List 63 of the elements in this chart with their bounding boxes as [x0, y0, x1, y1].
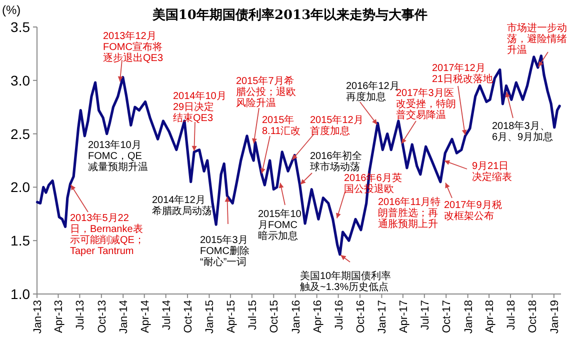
x-tick-label: Oct-18	[527, 300, 540, 334]
annotation: 2017年9月税改框架公布	[444, 182, 502, 222]
y-tick-label: 2.0	[10, 179, 30, 196]
x-tick-label: Apr-14	[139, 300, 152, 334]
y-tick-label: 3.5	[10, 19, 30, 35]
annotation: 2013年12月FOMC宣布将逐步退出QE3	[103, 31, 164, 82]
x-tick-label: Oct-13	[96, 300, 108, 334]
x-tick-label: Jul-18	[506, 300, 518, 330]
annotation: 9月21日决定缩表	[444, 160, 512, 183]
annotation: 2014年10月29日决定结束QE3	[173, 91, 226, 152]
x-tick-label: Jan-15	[204, 300, 216, 334]
x-tick-label: Jan-13	[32, 300, 44, 334]
x-tick-label: Apr-18	[484, 300, 496, 334]
annotation: 2015年8.11汇改	[260, 115, 301, 174]
annotation: 9月21日决定缩表	[472, 161, 512, 183]
annotation: 市场进一步动荡，避险情绪升温	[507, 22, 567, 56]
annotation: 2013年5月22日，Bernanke表示可能削减QE；Taper Tantrum	[70, 184, 144, 257]
annotation: 2013年12月FOMC宣布将逐步退出QE3	[103, 30, 164, 64]
annotation: 美国10年期国债利率触及~1.3%历史低点	[300, 254, 392, 293]
y-tick-label: 1.0	[10, 286, 30, 302]
x-tick-label: Jan-14	[118, 300, 130, 334]
x-tick-label: Apr-13	[53, 300, 66, 334]
x-tick-label: Jan-17	[376, 300, 389, 334]
x-tick-label: Jul-17	[419, 300, 432, 330]
y-tick-label: 3.0	[10, 72, 30, 88]
x-tick-label: Apr-17	[398, 300, 410, 334]
x-tick-label: Jul-15	[246, 300, 259, 330]
annotation: 2013年5月22日，Bernanke表示可能削减QE；Taper Tantrum	[70, 212, 144, 257]
x-tick-label: Jan-16	[290, 300, 302, 334]
y-tick-label: 1.5	[10, 232, 30, 249]
annotation: 2014年10月29日决定结束QE3	[173, 90, 226, 124]
x-tick-label: Oct-17	[441, 300, 454, 334]
x-tick-label: Jul-14	[160, 300, 173, 330]
annotation: 2013年10月FOMC，QE减量预期升温	[88, 140, 148, 173]
x-tick-label: Jan-19	[548, 300, 561, 334]
annotation: 2017年3月医改受挫，特朗普交易降温	[396, 87, 456, 121]
x-tick-label: Oct-16	[354, 300, 367, 334]
y-axis-title: (%)	[2, 3, 21, 17]
annotation: 2017年3月医改受挫，特朗普交易降温	[396, 88, 456, 144]
x-tick-label: Oct-15	[268, 300, 281, 334]
annotation: 2015年8.11汇改	[262, 114, 301, 137]
x-tick-label: Oct-14	[182, 300, 195, 334]
annotation: 2016年11月特朗普胜选；再通胀预期上升	[378, 197, 441, 230]
x-tick-label: Apr-16	[312, 300, 324, 334]
annotation: 2015年3月FOMC删除“耐心”一词	[200, 234, 250, 268]
annotation: 2015年10月FOMC暗示加息	[258, 182, 302, 242]
x-tick-label: Jul-16	[333, 300, 346, 330]
annotation: 2018年3月、6月、9月加息	[492, 120, 554, 143]
annotation: 2015年10月FOMC暗示加息	[258, 208, 302, 242]
annotation: 2014年12月希腊政局动荡	[152, 195, 212, 217]
x-tick-label: Jan-18	[462, 300, 475, 334]
annotation: 2015年12月首度加息	[310, 114, 364, 137]
x-tick-label: Apr-15	[225, 300, 238, 334]
annotation: 2018年3月、6月、9月加息	[492, 92, 554, 143]
annotation: 2017年12月21日税改落地	[432, 62, 494, 85]
annotation: 美国10年期国债利率触及~1.3%历史低点	[300, 270, 392, 293]
x-tick-label: Jul-13	[74, 300, 87, 330]
annotation: 2017年9月税改框架公布	[444, 199, 502, 222]
annotation: 2015年7月希腊公投；退欧风险升温	[236, 75, 296, 109]
annotation: 市场进一步动荡，避险情绪升温	[507, 23, 567, 68]
annotation: 2016年初全球市场动荡	[310, 150, 362, 173]
chart-title: 美国10年期国债利率2013年以来走势与大事件	[151, 7, 428, 23]
y-tick-label: 2.5	[10, 126, 30, 142]
